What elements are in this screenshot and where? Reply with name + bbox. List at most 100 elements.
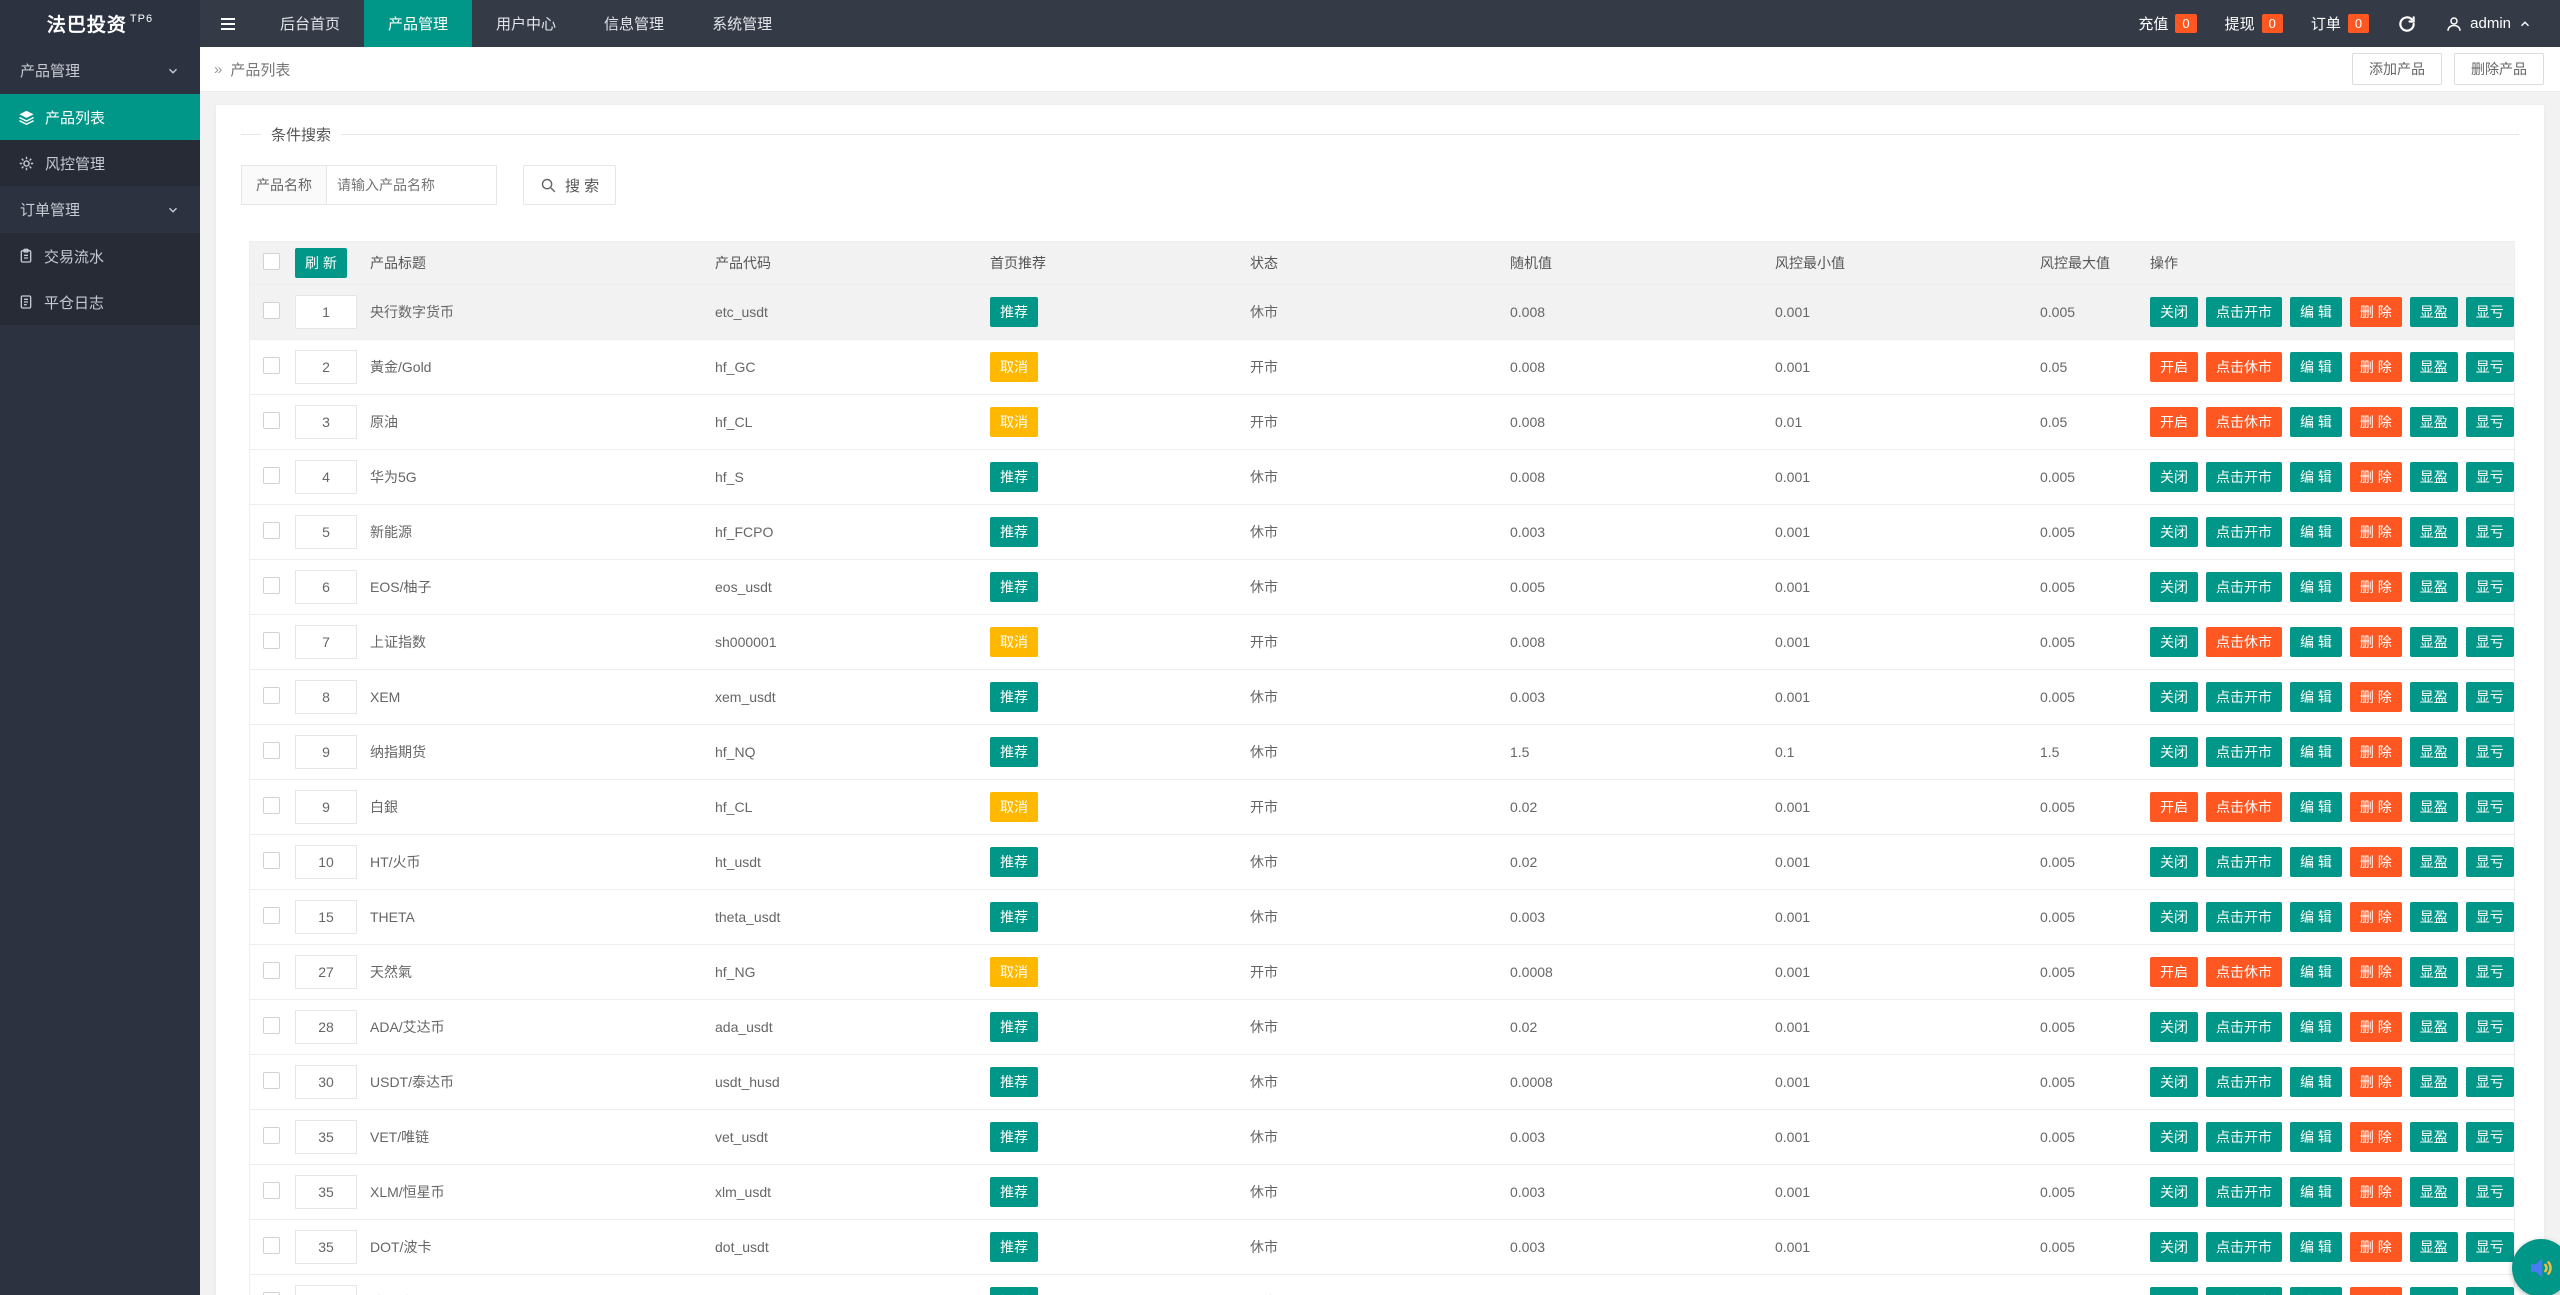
delete-button[interactable]: 删 除 (2349, 1232, 2402, 1262)
edit-button[interactable]: 编 辑 (2290, 1122, 2342, 1152)
sort-input[interactable] (295, 845, 357, 879)
edit-button[interactable]: 编 辑 (2290, 682, 2342, 712)
show-profit-button[interactable]: 显盈 (2409, 1232, 2458, 1262)
sidebar-item-close-log[interactable]: 平仓日志 (0, 279, 200, 325)
recommend-toggle-button[interactable]: 推荐 (990, 1012, 1038, 1042)
toggle-market-button[interactable]: 点击开市 (2206, 572, 2282, 602)
sort-input[interactable] (295, 735, 357, 769)
delete-button[interactable]: 删 除 (2349, 462, 2402, 492)
toggle-market-button[interactable]: 点击开市 (2206, 517, 2282, 547)
nav-item-user[interactable]: 用户中心 (496, 16, 557, 33)
select-all-checkbox[interactable] (263, 253, 280, 270)
toggle-market-button[interactable]: 点击开市 (2206, 1232, 2282, 1262)
edit-button[interactable]: 编 辑 (2290, 1177, 2342, 1207)
toggle-market-button[interactable]: 点击开市 (2206, 1287, 2282, 1295)
sort-input[interactable] (295, 900, 357, 934)
sort-input[interactable] (295, 625, 357, 659)
toggle-market-button[interactable]: 点击开市 (2206, 847, 2282, 877)
recommend-toggle-button[interactable]: 推荐 (990, 902, 1038, 932)
show-loss-button[interactable]: 显亏 (2465, 517, 2514, 547)
sidebar-item-risk-manage[interactable]: 风控管理 (0, 140, 200, 186)
recommend-toggle-button[interactable]: 推荐 (990, 297, 1038, 327)
delete-button[interactable]: 删 除 (2349, 1012, 2402, 1042)
edit-button[interactable]: 编 辑 (2290, 1232, 2342, 1262)
show-profit-button[interactable]: 显盈 (2409, 957, 2458, 987)
edit-button[interactable]: 编 辑 (2290, 517, 2342, 547)
sort-input[interactable] (295, 515, 357, 549)
sidebar-group-order-manage[interactable]: 订单管理 (0, 186, 200, 233)
edit-button[interactable]: 编 辑 (2290, 462, 2342, 492)
show-profit-button[interactable]: 显盈 (2409, 517, 2458, 547)
recommend-toggle-button[interactable]: 推荐 (990, 572, 1038, 602)
recommend-toggle-button[interactable]: 推荐 (990, 1287, 1038, 1295)
delete-button[interactable]: 删 除 (2349, 1177, 2402, 1207)
recommend-toggle-button[interactable]: 取消 (990, 792, 1038, 822)
row-checkbox[interactable] (263, 1292, 280, 1295)
toggle-enable-button[interactable]: 开启 (2150, 352, 2198, 382)
show-loss-button[interactable]: 显亏 (2465, 572, 2514, 602)
show-profit-button[interactable]: 显盈 (2409, 792, 2458, 822)
toggle-enable-button[interactable]: 关闭 (2150, 297, 2198, 327)
row-checkbox[interactable] (263, 1127, 280, 1144)
recommend-toggle-button[interactable]: 取消 (990, 627, 1038, 657)
toggle-market-button[interactable]: 点击开市 (2206, 902, 2282, 932)
edit-button[interactable]: 编 辑 (2290, 902, 2342, 932)
delete-button[interactable]: 删 除 (2349, 957, 2402, 987)
refresh-icon[interactable] (2397, 14, 2417, 34)
recommend-toggle-button[interactable]: 推荐 (990, 1122, 1038, 1152)
sidebar-group-product-manage[interactable]: 产品管理 (0, 47, 200, 94)
show-profit-button[interactable]: 显盈 (2409, 627, 2458, 657)
recommend-toggle-button[interactable]: 推荐 (990, 517, 1038, 547)
toggle-market-button[interactable]: 点击休市 (2206, 407, 2282, 437)
sort-input[interactable] (295, 680, 357, 714)
toggle-market-button[interactable]: 点击休市 (2206, 352, 2282, 382)
order-stat[interactable]: 订单 0 (2311, 13, 2370, 34)
delete-button[interactable]: 删 除 (2349, 682, 2402, 712)
show-loss-button[interactable]: 显亏 (2465, 462, 2514, 492)
announcement-fab[interactable] (2512, 1239, 2560, 1295)
show-profit-button[interactable]: 显盈 (2409, 1122, 2458, 1152)
show-loss-button[interactable]: 显亏 (2465, 847, 2514, 877)
row-checkbox[interactable] (263, 412, 280, 429)
toggle-enable-button[interactable]: 关闭 (2150, 572, 2198, 602)
nav-item-product[interactable]: 产品管理 (364, 0, 473, 47)
row-checkbox[interactable] (263, 742, 280, 759)
toggle-enable-button[interactable]: 关闭 (2150, 1122, 2198, 1152)
show-loss-button[interactable]: 显亏 (2465, 792, 2514, 822)
row-checkbox[interactable] (263, 1072, 280, 1089)
edit-button[interactable]: 编 辑 (2290, 792, 2342, 822)
sort-input[interactable] (295, 460, 357, 494)
show-loss-button[interactable]: 显亏 (2465, 682, 2514, 712)
delete-button[interactable]: 删 除 (2349, 517, 2402, 547)
show-loss-button[interactable]: 显亏 (2465, 1232, 2514, 1262)
sort-input[interactable] (295, 790, 357, 824)
row-checkbox[interactable] (263, 962, 280, 979)
show-loss-button[interactable]: 显亏 (2465, 1067, 2514, 1097)
delete-button[interactable]: 删 除 (2349, 352, 2402, 382)
sidebar-item-product-list[interactable]: 产品列表 (0, 94, 200, 140)
show-profit-button[interactable]: 显盈 (2409, 462, 2458, 492)
recommend-toggle-button[interactable]: 推荐 (990, 847, 1038, 877)
toggle-enable-button[interactable]: 开启 (2150, 957, 2198, 987)
show-profit-button[interactable]: 显盈 (2409, 352, 2458, 382)
recommend-toggle-button[interactable]: 取消 (990, 957, 1038, 987)
sort-input[interactable] (295, 350, 357, 384)
show-profit-button[interactable]: 显盈 (2409, 1177, 2458, 1207)
show-profit-button[interactable]: 显盈 (2409, 1287, 2458, 1295)
toggle-enable-button[interactable]: 关闭 (2150, 1232, 2198, 1262)
edit-button[interactable]: 编 辑 (2290, 352, 2342, 382)
toggle-enable-button[interactable]: 开启 (2150, 792, 2198, 822)
recommend-toggle-button[interactable]: 取消 (990, 352, 1038, 382)
delete-button[interactable]: 删 除 (2349, 627, 2402, 657)
user-menu[interactable]: admin (2445, 15, 2532, 33)
sort-input[interactable] (295, 1175, 357, 1209)
show-profit-button[interactable]: 显盈 (2409, 737, 2458, 767)
show-profit-button[interactable]: 显盈 (2409, 682, 2458, 712)
show-loss-button[interactable]: 显亏 (2465, 737, 2514, 767)
row-checkbox[interactable] (263, 1237, 280, 1254)
row-checkbox[interactable] (263, 357, 280, 374)
show-loss-button[interactable]: 显亏 (2465, 1287, 2514, 1295)
toggle-market-button[interactable]: 点击开市 (2206, 737, 2282, 767)
show-loss-button[interactable]: 显亏 (2465, 902, 2514, 932)
sort-input[interactable] (295, 405, 357, 439)
